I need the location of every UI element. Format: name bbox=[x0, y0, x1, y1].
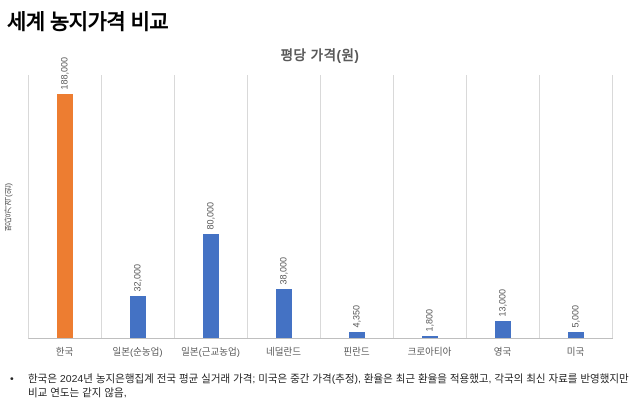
category-slot: 4,350 bbox=[321, 75, 394, 338]
x-axis-label-한국: 한국 bbox=[55, 347, 74, 358]
bar-value-label: 32,000 bbox=[132, 264, 143, 292]
bar-value-label: 5,000 bbox=[570, 305, 581, 328]
bar-일본(근교농업) bbox=[203, 234, 219, 338]
x-axis-label-핀란드: 핀란드 bbox=[343, 347, 370, 358]
footnote: • 한국은 2024년 농지은행집계 전국 평균 실거래 가격; 미국은 중간 … bbox=[10, 372, 632, 400]
category-slot: 32,000 bbox=[102, 75, 175, 338]
x-axis-label-미국: 미국 bbox=[566, 347, 585, 358]
bar-value-label: 4,350 bbox=[351, 305, 362, 328]
bar-크로아티아 bbox=[422, 336, 438, 338]
bar-핀란드 bbox=[349, 332, 365, 338]
x-axis-label-네덜란드: 네덜란드 bbox=[266, 347, 301, 358]
x-axis-label-일본(순농업): 일본(순농업) bbox=[112, 347, 163, 358]
bar-value-label: 80,000 bbox=[205, 202, 216, 230]
bar-미국 bbox=[568, 332, 584, 338]
plot-area: 188,000 32,000 80,000 38,000 4,350 1,800 13,00… bbox=[28, 57, 613, 339]
category-slot: 1,800 bbox=[394, 75, 467, 338]
x-axis-label-크로아티아: 크로아티아 bbox=[407, 347, 452, 358]
category-slot: 80,000 bbox=[175, 75, 248, 338]
bar-일본(순농업) bbox=[130, 296, 146, 338]
bar-네덜란드 bbox=[276, 289, 292, 338]
category-slot: 5,000 bbox=[540, 75, 613, 338]
y-axis-title: 평당가격(원) bbox=[3, 182, 13, 231]
bar-한국 bbox=[57, 94, 73, 338]
footnote-bullet: • bbox=[10, 373, 14, 385]
chart-title: 평당 가격(원) bbox=[280, 48, 360, 63]
x-axis-label-영국: 영국 bbox=[493, 347, 512, 358]
category-slot: 13,000 bbox=[467, 75, 540, 338]
bar-value-label: 38,000 bbox=[278, 257, 289, 285]
x-axis-label-일본(근교농업): 일본(근교농업) bbox=[181, 347, 240, 358]
category-slot: 188,000 bbox=[29, 57, 102, 338]
x-axis-labels: 한국 일본(순농업) 일본(근교농업) 네덜란드 핀란드 크로아티아 영국 미국 bbox=[28, 339, 612, 358]
bar-value-label: 188,000 bbox=[59, 57, 70, 90]
bar-value-label: 13,000 bbox=[497, 289, 508, 317]
bar-value-label: 1,800 bbox=[424, 309, 435, 332]
footnote-text: 한국은 2024년 농지은행집계 전국 평균 실거래 가격; 미국은 중간 가격… bbox=[28, 373, 629, 400]
page-title: 세계 농지가격 비교 bbox=[7, 11, 169, 34]
bar-영국 bbox=[495, 321, 511, 338]
category-slot: 38,000 bbox=[248, 75, 321, 338]
